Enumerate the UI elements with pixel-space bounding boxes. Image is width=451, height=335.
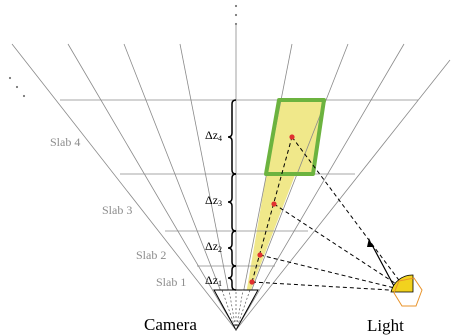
light-rays: [251, 136, 408, 292]
camera-frustum-icon: [213, 289, 259, 332]
light-icon: [390, 274, 423, 307]
delta-braces: [227, 99, 237, 291]
ellipsis-icon: [8, 4, 238, 98]
slab-4-label: Slab 4: [50, 135, 80, 149]
delta-z-3-label: Δz3: [205, 193, 222, 208]
slab-2-label: Slab 2: [136, 248, 166, 262]
slab-cell-fill-4: [266, 100, 324, 174]
sample-points: [249, 134, 295, 285]
delta-z-2-label: Δz2: [205, 239, 222, 254]
camera-label: Camera: [144, 315, 197, 334]
slab-boundaries: [60, 99, 418, 291]
frustum-rays: [11, 24, 451, 331]
slab-1-label: Slab 1: [156, 275, 186, 289]
light-direction-arrow: [367, 238, 396, 289]
highlighted-cell: [264, 98, 326, 176]
light-label: Light: [367, 316, 404, 335]
slab-3-label: Slab 3: [102, 203, 132, 217]
delta-z-4-label: Δz4: [205, 128, 222, 143]
delta-z-1-label: Δz1: [205, 273, 222, 288]
